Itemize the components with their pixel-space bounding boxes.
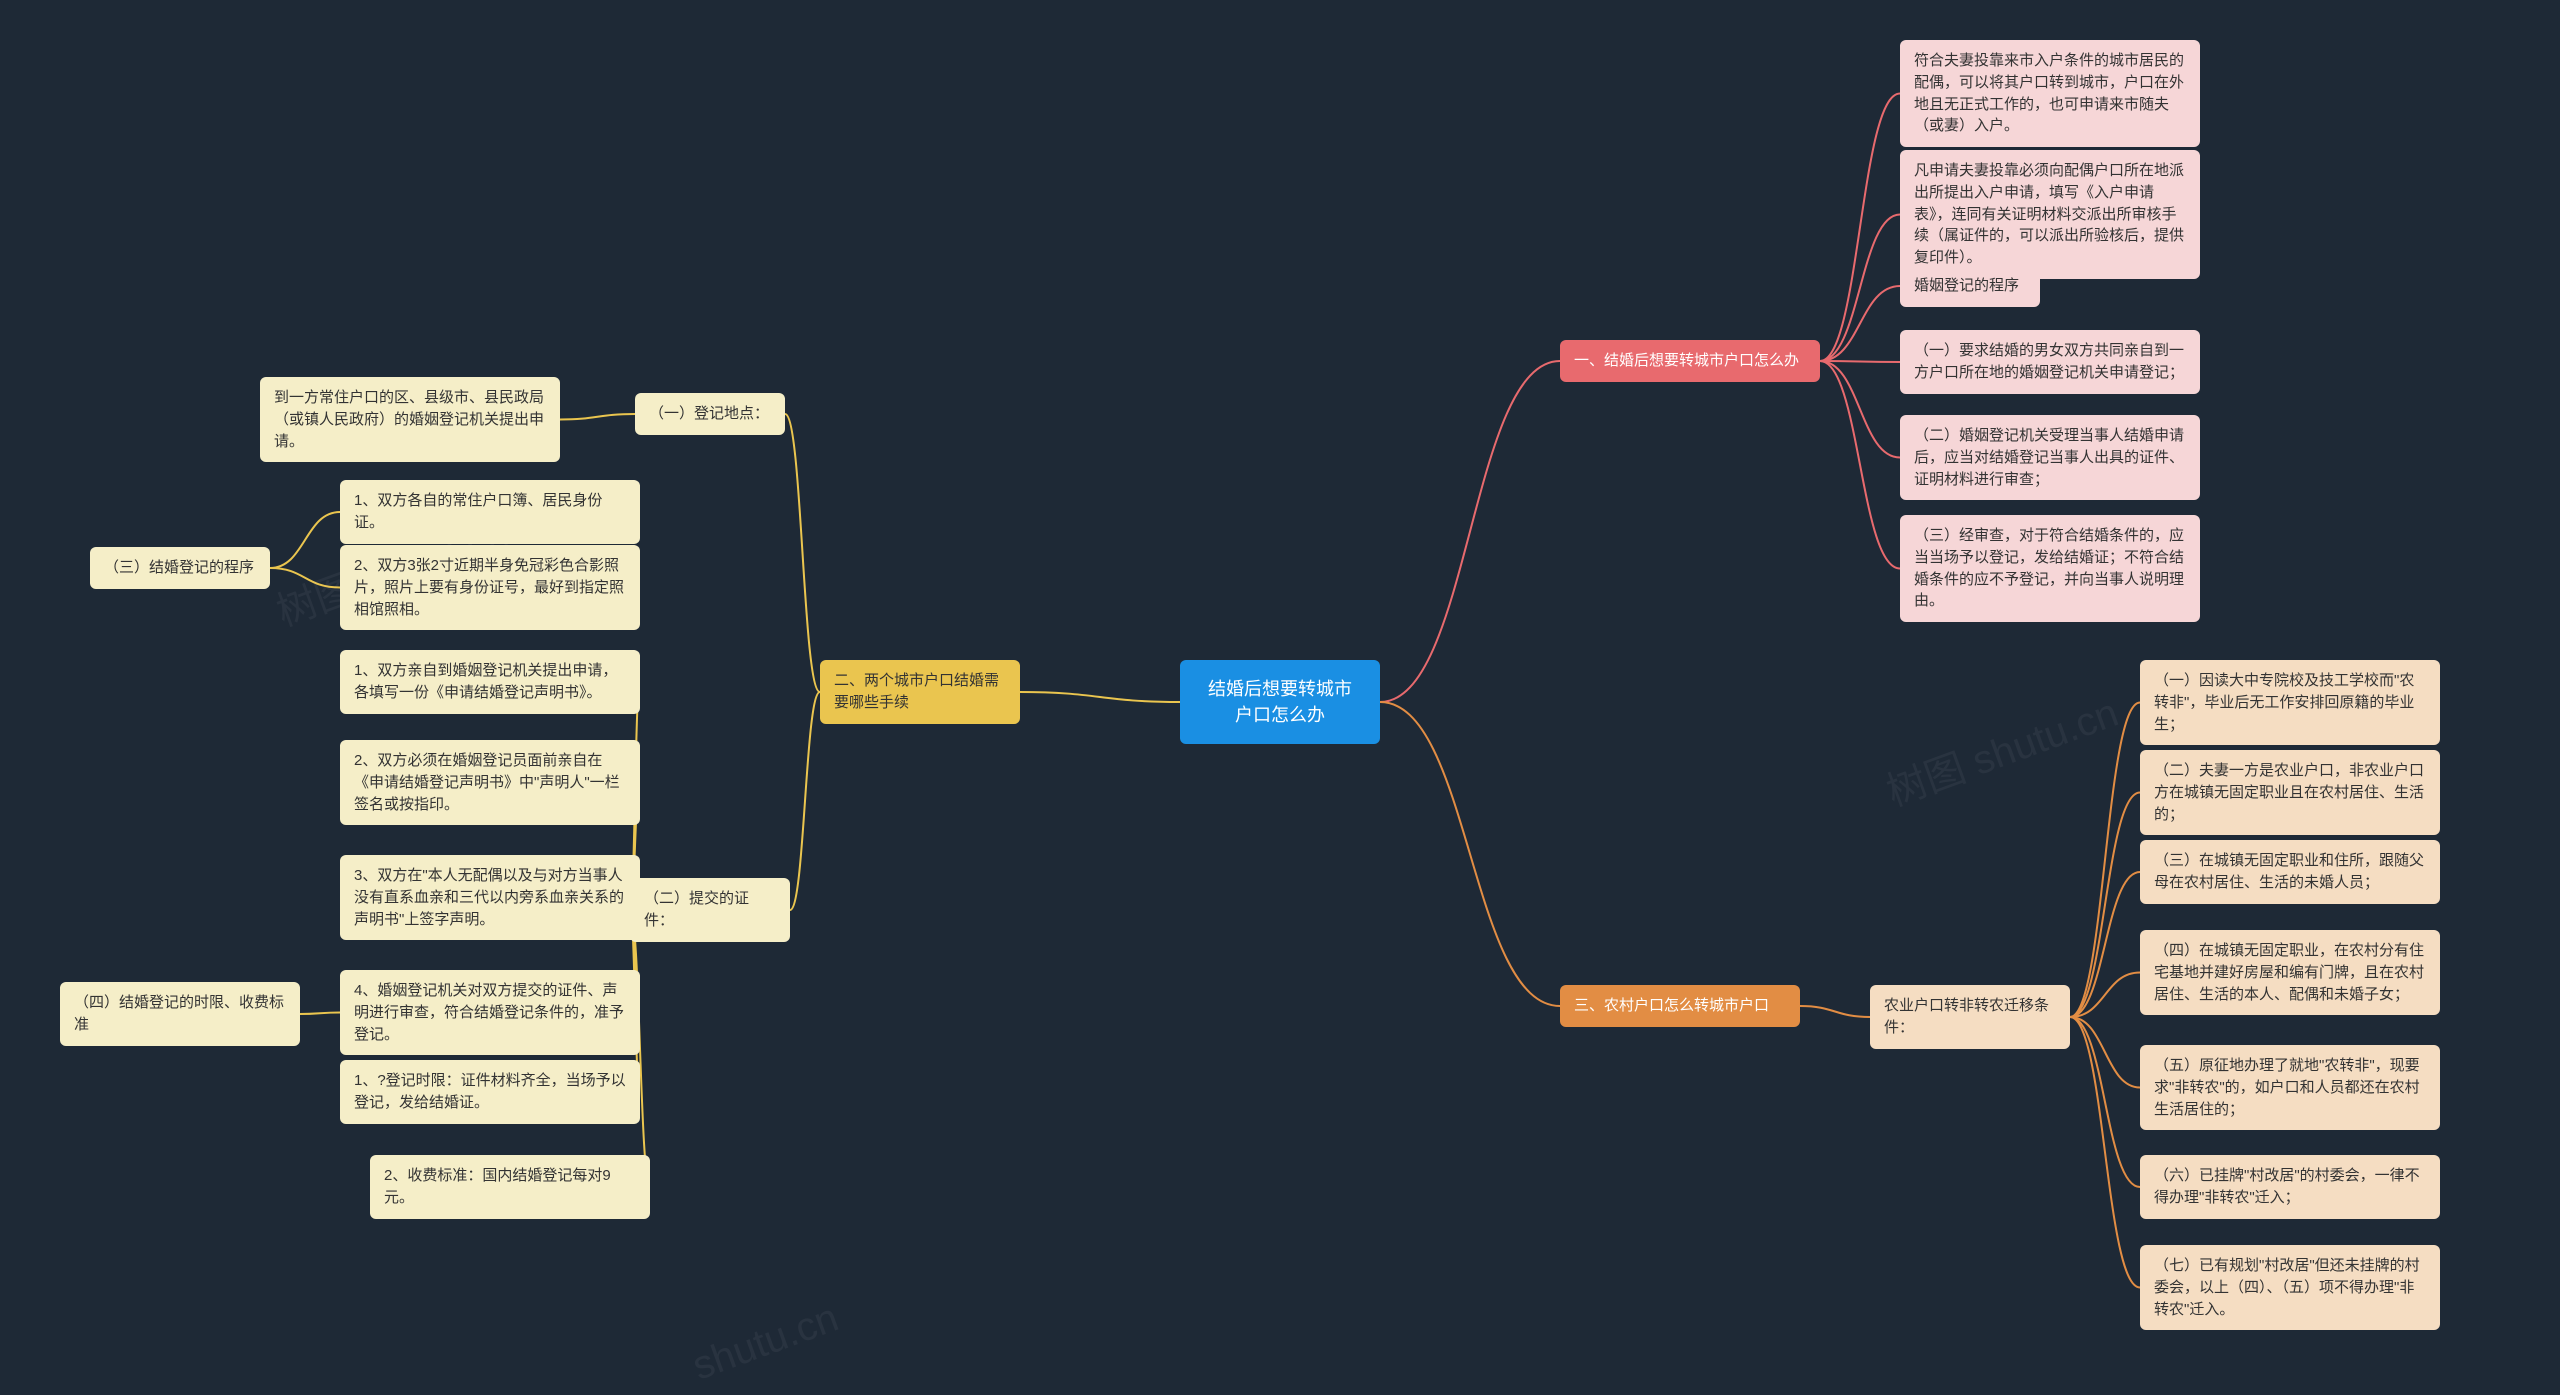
branch-3-leaf-2[interactable]: （三）在城镇无固定职业和住所，跟随父母在农村居住、生活的未婚人员；	[2140, 840, 2440, 904]
center-node[interactable]: 结婚后想要转城市户口怎么办	[1180, 660, 1380, 744]
branch-1-leaf-1[interactable]: 凡申请夫妻投靠必须向配偶户口所在地派出所提出入户申请，填写《入户申请表》，连同有…	[1900, 150, 2200, 279]
branch-3-leaf-4[interactable]: （五）原征地办理了就地"农转非"，现要求"非转农"的，如户口和人员都还在农村生活…	[2140, 1045, 2440, 1130]
branch-2-sub3-leaf-1[interactable]: 2、双方3张2寸近期半身免冠彩色合影照片，照片上要有身份证号，最好到指定照相馆照…	[340, 545, 640, 630]
branch-3-leaf-1[interactable]: （二）夫妻一方是农业户口，非农业户口方在城镇无固定职业且在农村居住、生活的；	[2140, 750, 2440, 835]
branch-3-leaf-6[interactable]: （七）已有规划"村改居"但还未挂牌的村委会，以上（四）、（五）项不得办理"非转农…	[2140, 1245, 2440, 1330]
branch-2-sub2-leaf-0[interactable]: 1、双方亲自到婚姻登记机关提出申请，各填写一份《申请结婚登记声明书》。	[340, 650, 640, 714]
branch-2-sub2-leaf-3[interactable]: 4、婚姻登记机关对双方提交的证件、声明进行审查，符合结婚登记条件的，准予登记。	[340, 970, 640, 1055]
branch-1-leaf-4[interactable]: （二）婚姻登记机关受理当事人结婚申请后，应当对结婚登记当事人出具的证件、证明材料…	[1900, 415, 2200, 500]
watermark-2: 树图 shutu.cn	[1877, 680, 2125, 817]
branch-3-mid[interactable]: 农业户口转非转农迁移条件：	[1870, 985, 2070, 1049]
branch-2[interactable]: 二、两个城市户口结婚需要哪些手续	[820, 660, 1020, 724]
branch-2-sub3-leaf-0[interactable]: 1、双方各自的常住户口簿、居民身份证。	[340, 480, 640, 544]
branch-3-leaf-5[interactable]: （六）已挂牌"村改居"的村委会，一律不得办理"非转农"迁入；	[2140, 1155, 2440, 1219]
branch-2-sub1-leaf-0[interactable]: 到一方常住户口的区、县级市、县民政局（或镇人民政府）的婚姻登记机关提出申请。	[260, 377, 560, 462]
branch-2-sub3[interactable]: （三）结婚登记的程序	[90, 547, 270, 589]
branch-1-leaf-2[interactable]: 婚姻登记的程序	[1900, 265, 2040, 307]
branch-2-sub2-leaf-4[interactable]: 1、?登记时限：证件材料齐全，当场予以登记，发给结婚证。	[340, 1060, 640, 1124]
branch-2-sub2-leaf-5[interactable]: 2、收费标准：国内结婚登记每对9元。	[370, 1155, 650, 1219]
branch-1-leaf-0[interactable]: 符合夫妻投靠来市入户条件的城市居民的配偶，可以将其户口转到城市，户口在外地且无正…	[1900, 40, 2200, 147]
branch-1-leaf-5[interactable]: （三）经审查，对于符合结婚条件的，应当当场予以登记，发给结婚证；不符合结婚条件的…	[1900, 515, 2200, 622]
branch-1-leaf-3[interactable]: （一）要求结婚的男女双方共同亲自到一方户口所在地的婚姻登记机关申请登记；	[1900, 330, 2200, 394]
branch-3-leaf-0[interactable]: （一）因读大中专院校及技工学校而"农转非"，毕业后无工作安排回原籍的毕业生；	[2140, 660, 2440, 745]
watermark-1: shutu.cn	[687, 1295, 844, 1389]
branch-3[interactable]: 三、农村户口怎么转城市户口	[1560, 985, 1800, 1027]
branch-1[interactable]: 一、结婚后想要转城市户口怎么办	[1560, 340, 1820, 382]
branch-2-sub1[interactable]: （一）登记地点：	[635, 393, 785, 435]
branch-2-sub2[interactable]: （二）提交的证件：	[630, 878, 790, 942]
branch-3-leaf-3[interactable]: （四）在城镇无固定职业，在农村分有住宅基地并建好房屋和编有门牌，且在农村居住、生…	[2140, 930, 2440, 1015]
branch-2-sub4[interactable]: （四）结婚登记的时限、收费标准	[60, 982, 300, 1046]
branch-2-sub2-leaf-1[interactable]: 2、双方必须在婚姻登记员面前亲自在《申请结婚登记声明书》中"声明人"一栏签名或按…	[340, 740, 640, 825]
branch-2-sub2-leaf-2[interactable]: 3、双方在"本人无配偶以及与对方当事人没有直系血亲和三代以内旁系血亲关系的声明书…	[340, 855, 640, 940]
